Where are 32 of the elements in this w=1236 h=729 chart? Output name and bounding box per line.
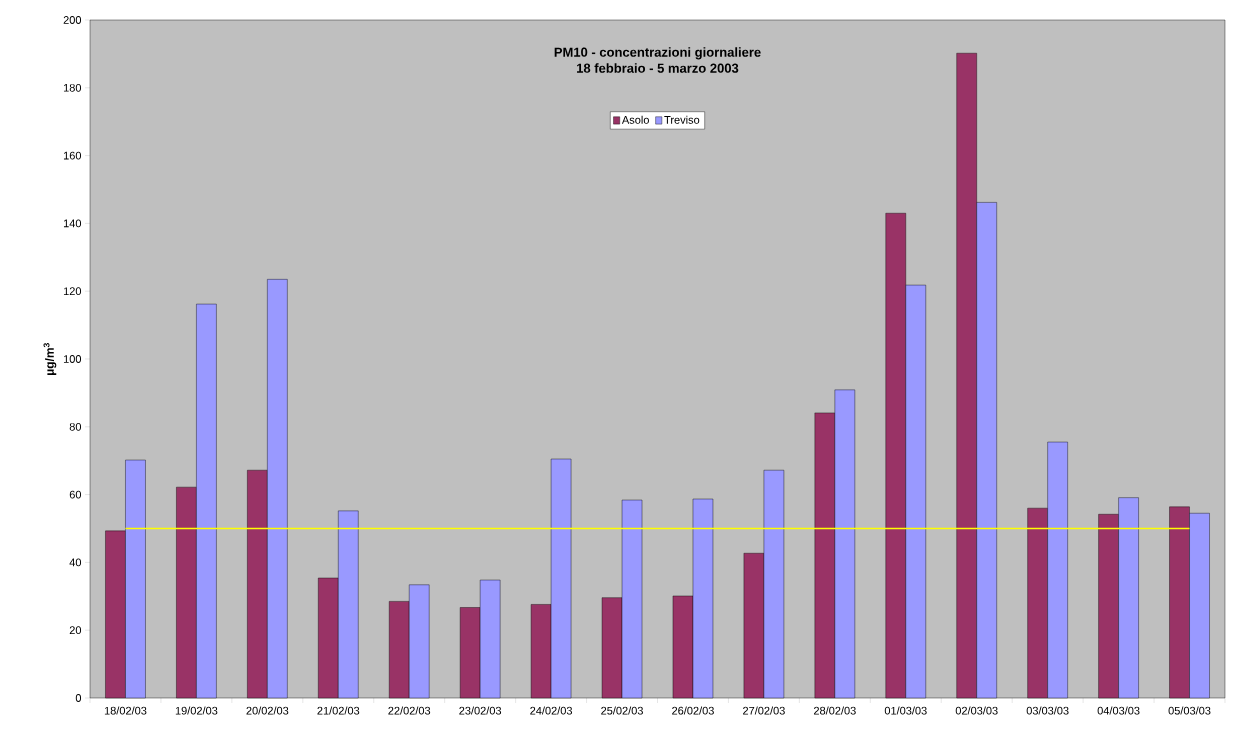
text: PM10 - concentrazioni giornaliere	[554, 47, 761, 60]
x-tick-label: 21/02/03	[317, 706, 360, 715]
legend-label: Asolo	[621, 115, 649, 124]
x-tick-label: 26/02/03	[672, 706, 714, 715]
x-tick-label: 28/02/03	[813, 706, 856, 715]
x-tick-label: 01/03/03	[884, 706, 927, 715]
y-tick-label: 120	[63, 287, 82, 296]
y-tick-label: 80	[69, 422, 82, 431]
y-tick-label: 0	[75, 694, 82, 702]
y-tick-label: 160	[63, 151, 82, 160]
text: 18 febbraio - 5 marzo 2003	[577, 63, 739, 73]
x-tick-label: 02/03/03	[955, 706, 998, 715]
y-tick-label: 140	[63, 219, 82, 228]
x-tick-label: 25/02/03	[601, 706, 643, 715]
x-tick-label: 05/03/03	[1168, 706, 1211, 715]
legend-label: Treviso	[664, 115, 700, 124]
x-tick-label: 03/03/03	[1026, 706, 1069, 715]
y-tick-label: 180	[63, 83, 82, 92]
x-tick-label: 19/02/03	[175, 706, 218, 715]
y-axis-title: µg/m$^{3}$	[43, 343, 57, 375]
x-tick-label: 24/02/03	[530, 706, 573, 715]
y-tick-label: 40	[69, 558, 82, 567]
y-tick-label: 200	[63, 16, 82, 24]
x-tick-label: 20/02/03	[246, 706, 289, 715]
x-tick-label: 23/02/03	[459, 706, 502, 715]
y-tick-label: 60	[69, 490, 82, 499]
x-tick-label: 22/02/03	[388, 706, 431, 715]
y-tick-label: 20	[69, 626, 82, 635]
x-tick-label: 04/03/03	[1097, 706, 1140, 715]
y-tick-label: 100	[63, 355, 82, 363]
x-tick-label: 18/02/03	[104, 706, 147, 715]
x-tick-label: 27/02/03	[743, 706, 785, 715]
